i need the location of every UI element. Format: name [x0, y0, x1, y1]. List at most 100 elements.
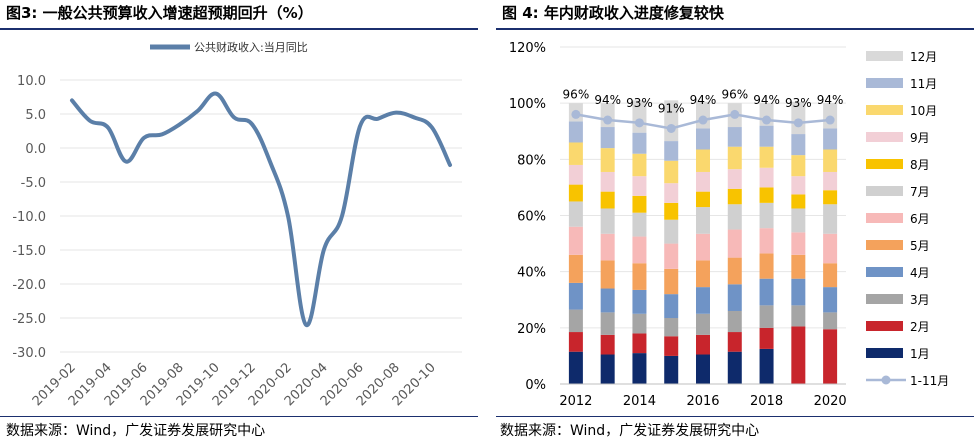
bar-segment-11月 — [632, 132, 647, 154]
bar-segment-7月 — [568, 201, 583, 227]
line-data-label: 93% — [626, 96, 653, 110]
bar-segment-10月 — [600, 148, 615, 172]
legend-swatch-9月 — [866, 132, 903, 142]
line-point-1-11 — [666, 123, 676, 133]
y-tick-label: -10.0 — [12, 210, 46, 225]
bar-segment-3月 — [664, 318, 679, 337]
right-source-rule — [496, 416, 974, 417]
y-tick-label: -15.0 — [12, 244, 46, 259]
bar-segment-9月 — [568, 164, 583, 185]
left-figure-title: 图3: 一般公共预算收入增速超预期回升（%） — [6, 4, 313, 22]
y-tick-label: 5.0 — [25, 108, 46, 123]
x-tick-label: 2014 — [623, 394, 656, 409]
bar-segment-8月 — [727, 188, 742, 205]
bar-segment-5月 — [759, 253, 774, 279]
line-data-label: 96% — [721, 87, 748, 101]
y-tick-label: 60% — [517, 210, 546, 225]
legend-label: 5月 — [910, 239, 930, 253]
bar-segment-3月 — [600, 312, 615, 335]
line-point-1-11 — [603, 115, 613, 125]
legend-swatch-11月 — [866, 78, 903, 88]
legend-swatch-1月 — [866, 348, 903, 358]
bar-segment-2月 — [696, 334, 710, 355]
y-tick-label: 80% — [517, 153, 546, 168]
bar-segment-10月 — [727, 146, 742, 170]
x-tick-label: 2012 — [559, 394, 592, 409]
line-point-1-11 — [571, 109, 581, 119]
bar-segment-1月 — [696, 354, 710, 384]
bar-segment-5月 — [568, 254, 583, 283]
bar-segment-1月 — [727, 351, 742, 384]
bar-segment-6月 — [759, 228, 774, 254]
bar-segment-9月 — [823, 171, 838, 191]
bar-segment-8月 — [759, 187, 774, 203]
bar-segment-2月 — [568, 332, 583, 352]
bar-segment-6月 — [727, 229, 742, 258]
bar-segment-1月 — [664, 355, 679, 384]
bar-segment-8月 — [632, 195, 647, 213]
line-data-label: 96% — [563, 87, 590, 101]
bar-segment-2月 — [823, 329, 838, 384]
line-point-1-11 — [698, 115, 708, 125]
bar-segment-11月 — [664, 141, 679, 161]
bar-segment-11月 — [759, 125, 774, 147]
bar-segment-10月 — [568, 142, 583, 165]
line-data-label: 91% — [658, 101, 685, 115]
y-tick-label: 120% — [509, 41, 546, 56]
bar-segment-4月 — [823, 287, 838, 313]
legend-label: 2月 — [910, 320, 930, 334]
bar-segment-6月 — [664, 243, 679, 269]
legend-marker-1-11 — [881, 375, 891, 385]
legend-label: 7月 — [910, 185, 930, 199]
bar-segment-7月 — [791, 208, 806, 233]
legend-label: 11月 — [910, 77, 937, 91]
bar-segment-7月 — [727, 204, 742, 230]
bar-segment-3月 — [727, 310, 742, 333]
bar-segment-11月 — [791, 134, 806, 156]
bar-segment-11月 — [696, 128, 710, 150]
bar-segment-5月 — [600, 260, 615, 289]
bar-segment-2月 — [632, 333, 647, 354]
bar-segment-4月 — [664, 294, 679, 319]
x-tick-label: 2020 — [814, 394, 847, 409]
bar-segment-4月 — [632, 289, 647, 314]
x-tick-label: 2018 — [750, 394, 783, 409]
legend-swatch-12月 — [866, 51, 903, 61]
legend-swatch-6月 — [866, 213, 903, 223]
legend-label: 12月 — [910, 50, 937, 64]
bar-segment-8月 — [664, 202, 679, 220]
legend-label: 1月 — [910, 347, 930, 361]
right-source: 数据来源：Wind，广发证券发展研究中心 — [500, 423, 760, 439]
bar-segment-7月 — [632, 212, 647, 237]
bar-segment-8月 — [696, 191, 710, 208]
bar-segment-5月 — [727, 257, 742, 285]
bar-segment-6月 — [568, 226, 583, 255]
bar-segment-2月 — [759, 327, 774, 349]
y-tick-label: 100% — [509, 97, 546, 112]
bar-segment-2月 — [791, 326, 806, 384]
bar-segment-10月 — [696, 149, 710, 172]
right-title-rule — [496, 28, 974, 30]
bar-segment-5月 — [664, 268, 679, 295]
bar-segment-8月 — [568, 184, 583, 202]
bar-segment-5月 — [632, 263, 647, 290]
bar-segment-3月 — [823, 312, 838, 330]
legend-label: 8月 — [910, 158, 930, 172]
legend-swatch-5月 — [866, 240, 903, 250]
bar-segment-3月 — [759, 305, 774, 328]
legend-label: 1-11月 — [910, 374, 949, 388]
line-data-label: 94% — [817, 93, 844, 107]
bar-segment-5月 — [823, 263, 838, 288]
line-data-label: 94% — [594, 93, 621, 107]
legend-swatch-3月 — [866, 294, 903, 304]
bar-segment-10月 — [632, 153, 647, 177]
bar-segment-6月 — [632, 236, 647, 264]
left-title-rule — [0, 28, 478, 30]
line-data-label: 93% — [785, 96, 812, 110]
bar-segment-9月 — [664, 183, 679, 203]
right-figure-title: 图 4: 年内财政收入进度修复较快 — [502, 4, 724, 22]
bar-segment-6月 — [823, 233, 838, 264]
line-point-1-11 — [730, 109, 740, 119]
y-tick-label: 0.0 — [25, 142, 46, 157]
